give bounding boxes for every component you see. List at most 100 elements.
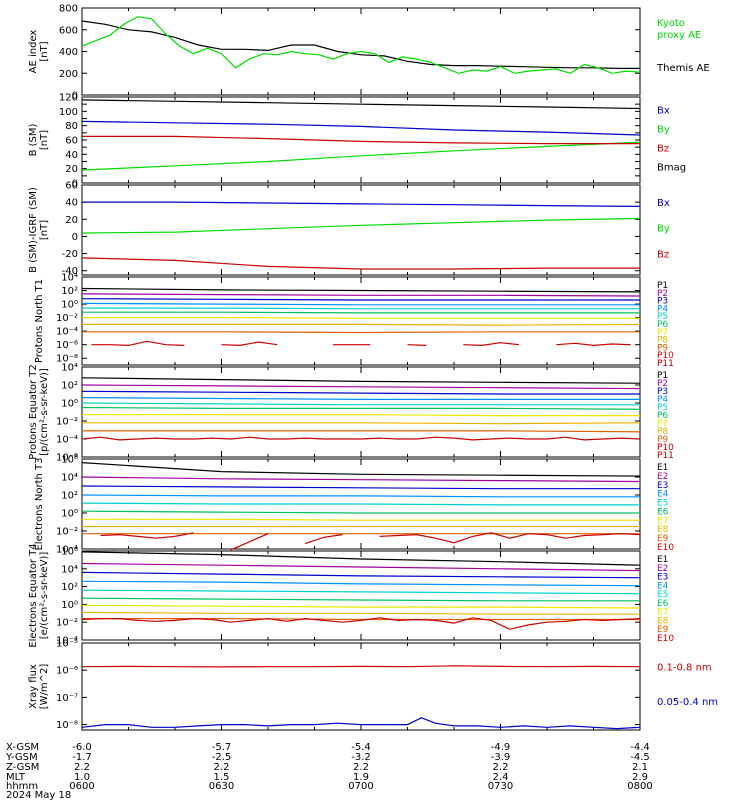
orbit-value: -4.5 — [630, 752, 650, 763]
series-line-p9 — [82, 331, 640, 334]
series-line-p3 — [81, 298, 640, 301]
series-line-p4 — [81, 302, 640, 306]
y-tick-label: 10⁰ — [61, 600, 78, 611]
series-line-p5 — [82, 307, 640, 310]
panel-6: 10⁶ 10⁴ 10² 10⁰ 10⁻² 10⁻⁴ Electrons North T3 E1… — [34, 455, 674, 556]
y-tick-label: 10⁴ — [61, 473, 78, 484]
series-line-bz — [82, 135, 640, 145]
y-tick-label: 10⁻⁶ — [56, 453, 78, 464]
y-tick-label: 10⁴ — [61, 363, 78, 374]
y-tick-label: 10⁻² — [56, 417, 78, 428]
series-line-e1 — [81, 551, 641, 566]
legend-label: 0.1-0.8 nm — [657, 662, 712, 673]
orbit-value: 2.4 — [493, 772, 509, 783]
legend-label: Bz — [657, 249, 669, 260]
y-tick-label: 20 — [65, 164, 78, 175]
y-tick-label: 10² — [61, 582, 78, 593]
series-line-e4 — [81, 580, 641, 587]
orbit-row-label: X-GSM — [6, 742, 39, 753]
y-tick-label: 10⁰ — [61, 399, 78, 410]
date-label: 2024 May 18 — [6, 790, 71, 800]
legend-label: By — [657, 124, 670, 135]
y-tick-label: 10² — [61, 491, 78, 502]
y-tick-label: 10⁻⁶ — [56, 666, 78, 677]
series-line-e5 — [81, 502, 640, 506]
y-tick-label: 10⁻⁴ — [56, 545, 78, 556]
legend-label: P3 — [657, 387, 668, 397]
orbit-value: 1.5 — [214, 772, 230, 783]
orbit-value: -4.4 — [630, 742, 650, 753]
y-tick-label: 120 — [59, 93, 78, 104]
legend-label: P9 — [657, 343, 668, 353]
series-line-p7 — [82, 414, 640, 417]
legend-label: E4 — [657, 581, 669, 591]
y-axis-unit: [nT] — [39, 41, 50, 61]
y-tick-label: -40 — [62, 266, 78, 277]
y-axis-unit: [e/(cm²-s-sr-keV)] — [39, 552, 50, 640]
orbit-value: 2.2 — [493, 762, 509, 773]
orbit-value: -5.7 — [212, 742, 232, 753]
y-axis-unit: [nT] — [39, 130, 50, 150]
legend-label: P1 — [657, 371, 668, 381]
legend-label: P10 — [657, 351, 674, 361]
legend-label: E5 — [657, 499, 668, 509]
series-line-p10 — [81, 436, 641, 441]
orbit-row-label: MLT — [6, 772, 26, 783]
legend-label: By — [657, 224, 670, 235]
legend-label: P5 — [657, 312, 668, 322]
legend-label: 0.05-0.4 nm — [657, 697, 718, 708]
series-line-0-05-0-4-nm — [81, 717, 641, 730]
panel-2: 0 20 40 60 80 100 120 B (SM) [nT] Bx By Bz Bmag — [28, 93, 686, 190]
legend-label: E9 — [657, 534, 669, 544]
y-axis-label: Protons Equator T2 — [28, 364, 39, 460]
series-line-e10 — [81, 617, 641, 630]
panel-8: 10⁻⁵ 10⁻⁶ 10⁻⁷ 10⁻⁸ Xray flux [W/m^2] 0.1-0.8 … — [28, 639, 718, 732]
panel-1: 0 200 400 600 800 AE index [nT] Themis AE Kyotop… — [28, 4, 710, 102]
series-line-p9 — [82, 430, 641, 433]
orbit-value: 0800 — [627, 781, 652, 792]
y-tick-label: -20 — [62, 249, 78, 260]
y-tick-label: 20 — [65, 215, 78, 226]
series-line-e7 — [81, 604, 641, 609]
series-line-p5 — [81, 402, 640, 406]
series-line-p6 — [81, 406, 641, 410]
orbit-value: 2.2 — [74, 762, 90, 773]
y-axis-label: B (SM) — [28, 123, 39, 156]
orbit-value: -6.0 — [72, 742, 92, 753]
y-tick-label: 40 — [65, 150, 78, 161]
legend-label: E2 — [657, 564, 668, 574]
panel-frame — [81, 642, 641, 731]
series-line-p10 — [91, 340, 631, 347]
legend-label: E6 — [657, 507, 669, 517]
legend-label: E10 — [657, 634, 674, 644]
y-tick-label: 0 — [72, 232, 78, 243]
legend-label: P7 — [657, 328, 668, 338]
orbit-value: -3.2 — [351, 752, 371, 763]
orbit-value: 2.1 — [632, 762, 648, 773]
orbit-value: -3.9 — [491, 752, 511, 763]
y-tick-label: 10⁻⁴ — [56, 636, 78, 647]
y-tick-label: 10⁻⁵ — [56, 639, 78, 650]
y-tick-label: 10² — [61, 286, 78, 297]
y-tick-label: 800 — [59, 4, 78, 15]
y-tick-label: 10⁻⁴ — [56, 327, 78, 338]
legend-label: P2 — [657, 289, 668, 299]
y-tick-label: 0 — [72, 91, 78, 102]
legend-label: P5 — [657, 403, 668, 413]
y-axis-label: Protons North T1 — [34, 279, 45, 363]
series-line-p1 — [81, 377, 641, 384]
series-line-bmag — [81, 99, 641, 110]
orbit-value: 0730 — [488, 781, 513, 792]
legend-label: E1 — [657, 555, 668, 565]
panel-4: 10⁴ 10² 10⁰ 10⁻² 10⁻⁴ 10⁻⁶ 10⁻⁸ Protons North T… — [34, 273, 674, 370]
legend-label: E9 — [657, 625, 669, 635]
series-line-bx — [81, 120, 641, 136]
orbit-value: 1.9 — [353, 772, 369, 783]
legend-label: E3 — [657, 573, 668, 583]
series-line-e8 — [81, 611, 640, 615]
legend-label: P2 — [657, 379, 668, 389]
y-tick-label: 10⁴ — [61, 564, 78, 575]
series-line-e10 — [100, 532, 641, 551]
y-axis-label: AE index — [28, 30, 39, 74]
orbit-value: 0700 — [348, 781, 373, 792]
